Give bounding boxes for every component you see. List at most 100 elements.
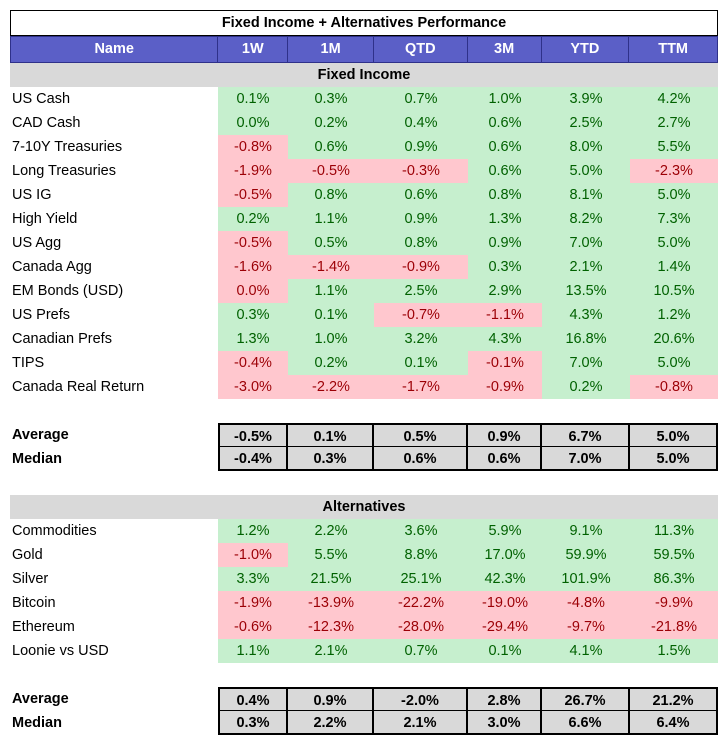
row-label: US Cash [12, 91, 71, 107]
summary-value-cell: 0.9% [468, 423, 542, 447]
value-cell: 59.9% [542, 543, 630, 567]
table-title: Fixed Income + Alternatives Performance [221, 15, 507, 31]
value-cell: 17.0% [468, 543, 542, 567]
value-cell: 10.5% [630, 279, 718, 303]
spacer-row [10, 471, 718, 495]
value-cell: 1.3% [468, 207, 542, 231]
value-cell: -0.1% [468, 351, 542, 375]
value-cell: -2.3% [630, 159, 718, 183]
value-cell: -21.8% [630, 615, 718, 639]
value-cell: -29.4% [468, 615, 542, 639]
row-label: Silver [12, 571, 49, 587]
summary-row: Average 0.4% 0.9% -2.0% 2.8% 26.7% 21.2% [10, 687, 718, 711]
value-cell: -4.8% [542, 591, 630, 615]
value-cell: 0.9% [374, 135, 468, 159]
row-label: Loonie vs USD [12, 643, 109, 659]
value-cell: 0.1% [288, 303, 374, 327]
value-cell: -19.0% [468, 591, 542, 615]
table-row: Gold -1.0% 5.5% 8.8% 17.0% 59.9% 59.5% [10, 543, 718, 567]
column-header-ytd: YTD [542, 37, 630, 62]
row-label: Commodities [12, 523, 97, 539]
summary-value-cell: 5.0% [630, 423, 718, 447]
value-cell: -0.5% [218, 183, 288, 207]
value-cell: 0.8% [374, 231, 468, 255]
value-cell: 1.0% [468, 87, 542, 111]
value-cell: -1.7% [374, 375, 468, 399]
value-cell: 1.3% [218, 327, 288, 351]
value-cell: 11.3% [630, 519, 718, 543]
row-label: High Yield [12, 211, 78, 227]
value-cell: 0.3% [218, 303, 288, 327]
value-cell: -0.3% [374, 159, 468, 183]
row-label: Ethereum [12, 619, 75, 635]
row-label: EM Bonds (USD) [12, 283, 124, 299]
value-cell: 9.1% [542, 519, 630, 543]
value-cell: -9.9% [630, 591, 718, 615]
value-cell: 8.0% [542, 135, 630, 159]
summary-label: Median [12, 451, 62, 467]
value-cell: 5.9% [468, 519, 542, 543]
value-cell: 3.2% [374, 327, 468, 351]
row-label: Gold [12, 547, 43, 563]
summary-value-cell: 0.3% [288, 447, 374, 471]
value-cell: 1.2% [218, 519, 288, 543]
value-cell: 0.2% [542, 375, 630, 399]
summary-value-cell: 5.0% [630, 447, 718, 471]
summary-value-cell: 0.5% [374, 423, 468, 447]
value-cell: 8.2% [542, 207, 630, 231]
summary-value-cell: 6.4% [630, 711, 718, 735]
summary-value-cell: 2.8% [468, 687, 542, 711]
value-cell: 5.5% [288, 543, 374, 567]
table-row: EM Bonds (USD) 0.0% 1.1% 2.5% 2.9% 13.5% 10.5% [10, 279, 718, 303]
row-label: 7-10Y Treasuries [12, 139, 123, 155]
value-cell: -0.8% [630, 375, 718, 399]
summary-label: Average [12, 691, 69, 707]
value-cell: 5.0% [542, 159, 630, 183]
value-cell: 5.5% [630, 135, 718, 159]
section-title: Fixed Income [317, 67, 411, 83]
value-cell: 101.9% [542, 567, 630, 591]
summary-value-cell: 26.7% [542, 687, 630, 711]
value-cell: 2.1% [288, 639, 374, 663]
summary-value-cell: 6.6% [542, 711, 630, 735]
value-cell: 0.4% [374, 111, 468, 135]
value-cell: 0.6% [374, 183, 468, 207]
table-row: US Cash 0.1% 0.3% 0.7% 1.0% 3.9% 4.2% [10, 87, 718, 111]
table-row: TIPS -0.4% 0.2% 0.1% -0.1% 7.0% 5.0% [10, 351, 718, 375]
section-header-row: Fixed Income [10, 63, 718, 87]
value-cell: 4.1% [542, 639, 630, 663]
summary-value-cell: 2.1% [374, 711, 468, 735]
value-cell: -1.9% [218, 159, 288, 183]
table-row: Long Treasuries -1.9% -0.5% -0.3% 0.6% 5.0% -2… [10, 159, 718, 183]
section-header-row: Alternatives [10, 495, 718, 519]
value-cell: -9.7% [542, 615, 630, 639]
column-header-name: Name [11, 37, 219, 62]
row-label: CAD Cash [12, 115, 81, 131]
value-cell: 1.4% [630, 255, 718, 279]
value-cell: 1.1% [218, 639, 288, 663]
summary-value-cell: -0.5% [218, 423, 288, 447]
value-cell: 0.3% [288, 87, 374, 111]
value-cell: 2.2% [288, 519, 374, 543]
value-cell: 0.6% [468, 111, 542, 135]
value-cell: 5.0% [630, 183, 718, 207]
value-cell: 0.1% [218, 87, 288, 111]
summary-row: Median -0.4% 0.3% 0.6% 0.6% 7.0% 5.0% [10, 447, 718, 471]
value-cell: 8.8% [374, 543, 468, 567]
summary-value-cell: -2.0% [374, 687, 468, 711]
value-cell: 8.1% [542, 183, 630, 207]
value-cell: 0.7% [374, 87, 468, 111]
spacer-row [10, 663, 718, 687]
row-label: US IG [12, 187, 52, 203]
value-cell: -22.2% [374, 591, 468, 615]
table-row: Loonie vs USD 1.1% 2.1% 0.7% 0.1% 4.1% 1.5% [10, 639, 718, 663]
row-label: Canadian Prefs [12, 331, 112, 347]
summary-value-cell: 0.4% [218, 687, 288, 711]
value-cell: 20.6% [630, 327, 718, 351]
value-cell: -1.4% [288, 255, 374, 279]
value-cell: 0.6% [288, 135, 374, 159]
value-cell: -1.9% [218, 591, 288, 615]
value-cell: 0.2% [218, 207, 288, 231]
summary-value-cell: 6.7% [542, 423, 630, 447]
value-cell: 2.7% [630, 111, 718, 135]
